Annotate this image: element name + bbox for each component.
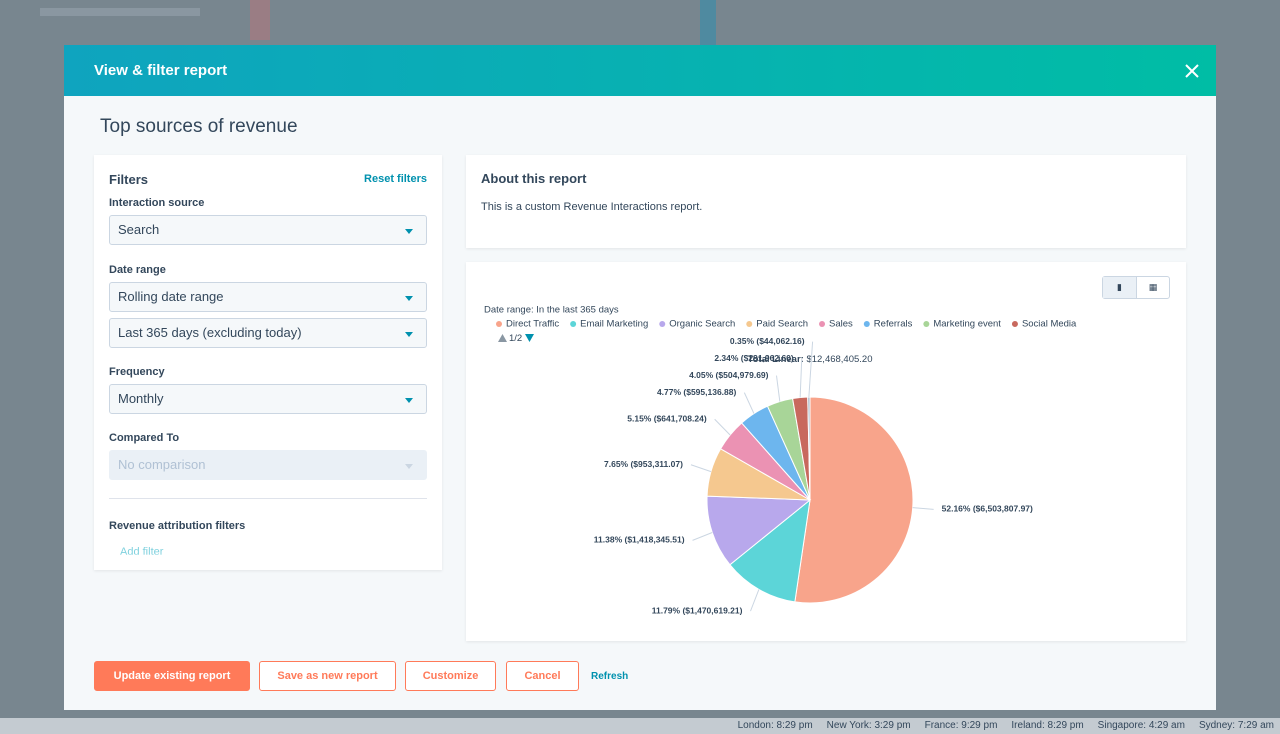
divider — [109, 498, 427, 499]
legend-label: Referrals — [874, 319, 913, 330]
legend-swatch — [746, 321, 753, 327]
about-heading: About this report — [481, 171, 587, 186]
table-view-button[interactable]: ▦ — [1148, 282, 1158, 292]
legend-swatch — [1011, 321, 1018, 327]
customize-button[interactable]: Customize — [405, 661, 496, 691]
save-button[interactable]: Save as new report — [259, 661, 396, 691]
close-button[interactable] — [1185, 64, 1199, 78]
report-title: Top sources of revenue — [100, 116, 298, 137]
legend-label: Marketing event — [933, 319, 1001, 330]
field-label: Date range — [109, 264, 166, 276]
legend-label: Email Marketing — [580, 319, 648, 330]
legend-next[interactable] — [525, 334, 534, 342]
legend-prev[interactable] — [498, 334, 507, 342]
data-label: 11.38% ($1,418,345.51) — [594, 535, 685, 545]
legend-swatch — [923, 321, 930, 327]
view-toggle: ▮ ▦ — [1102, 276, 1170, 299]
field-label: Compared To — [109, 432, 180, 444]
update-button[interactable]: Update existing report — [94, 661, 250, 691]
data-label: 4.77% ($595,136.88) — [657, 387, 737, 397]
leader-line — [776, 375, 781, 402]
data-label: 2.34% ($291,962.60) — [714, 353, 794, 363]
chart-total: Total Linear: $12,468,405.20 — [748, 354, 873, 365]
leader-line — [799, 358, 803, 398]
clock: Singapore: 4:29 am — [1097, 720, 1185, 731]
legend-swatch — [496, 321, 502, 327]
clock: London: 8:29 pm — [737, 720, 813, 731]
modal-title: View & filter report — [94, 62, 228, 79]
data-label: 11.79% ($1,470,619.21) — [652, 605, 743, 615]
pie-slice — [794, 396, 914, 604]
dropdown[interactable]: Last 365 days (excluding today) — [109, 318, 427, 348]
total-value: $12,468,405.20 — [806, 354, 872, 365]
leader-line — [692, 532, 713, 541]
pie-slice — [706, 495, 812, 566]
total-label: Total Linear: — [748, 354, 804, 365]
about-text: This is a custom Revenue Interactions re… — [481, 201, 703, 213]
refresh-link[interactable]: Refresh — [591, 671, 629, 682]
about-panel: About this report This is a custom Reven… — [466, 155, 1186, 248]
clock: Sydney: 7:29 am — [1198, 720, 1274, 731]
field-label: Interaction source — [109, 197, 205, 209]
clock: New York: 3:29 pm — [826, 720, 911, 731]
field-label: Frequency — [109, 366, 165, 378]
legend-label: Paid Search — [756, 319, 808, 330]
data-label: 7.65% ($953,311.07) — [604, 459, 683, 469]
leader-line — [714, 418, 731, 436]
fade — [109, 554, 427, 570]
legend-swatch — [659, 321, 666, 327]
data-label: 0.35% ($44,062.16) — [730, 336, 805, 346]
chart: Date range: In the last 365 days 1/2 Tot… — [484, 305, 1077, 616]
leader-line — [808, 341, 814, 398]
background-block — [700, 0, 716, 45]
legend-page: 1/2 — [509, 333, 522, 344]
chart-panel: ▮ ▦ Date range: In the last 365 days 1/2… — [466, 262, 1186, 641]
chart-subtitle: Date range: In the last 365 days — [484, 305, 619, 316]
dropdown[interactable]: Monthly — [109, 384, 427, 414]
reset-filters[interactable]: Reset filters — [364, 173, 427, 185]
data-label: 5.15% ($641,708.24) — [627, 414, 707, 424]
data-label: 52.16% ($6,503,807.97) — [942, 504, 1033, 514]
background-text — [40, 8, 200, 16]
leader-line — [912, 507, 934, 510]
data-label: 4.05% ($504,979.69) — [689, 370, 769, 380]
leader-line — [743, 392, 755, 414]
legend-label: Organic Search — [669, 319, 735, 330]
dropdown: No comparison — [109, 450, 427, 480]
status-bar: London: 8:29 pm New York: 3:29 pm France: … — [0, 718, 1280, 734]
modal: View & filter report Top sources of reve… — [64, 45, 1216, 710]
legend-label: Sales — [829, 319, 853, 330]
filters-heading: Filters — [109, 172, 149, 187]
chart-view-button[interactable]: ▮ — [1103, 277, 1137, 298]
clock: Ireland: 8:29 pm — [1011, 720, 1084, 731]
dropdown[interactable]: Search — [109, 215, 427, 245]
dropdown[interactable]: Rolling date range — [109, 282, 427, 312]
cancel-button[interactable]: Cancel — [506, 661, 579, 691]
section-heading: Revenue attribution filters — [109, 520, 246, 532]
legend-swatch — [819, 321, 826, 327]
legend-swatch — [863, 321, 870, 327]
legend-label: Social Media — [1022, 319, 1077, 330]
filters-panel: Filters Reset filters Interaction source… — [94, 155, 442, 570]
legend-label: Direct Traffic — [506, 319, 559, 330]
background-block — [250, 0, 270, 40]
leader-line — [690, 464, 712, 473]
leader-line — [750, 589, 760, 612]
clock: France: 9:29 pm — [924, 720, 998, 731]
modal-header: View & filter report — [64, 45, 1216, 96]
legend-swatch — [570, 321, 577, 327]
